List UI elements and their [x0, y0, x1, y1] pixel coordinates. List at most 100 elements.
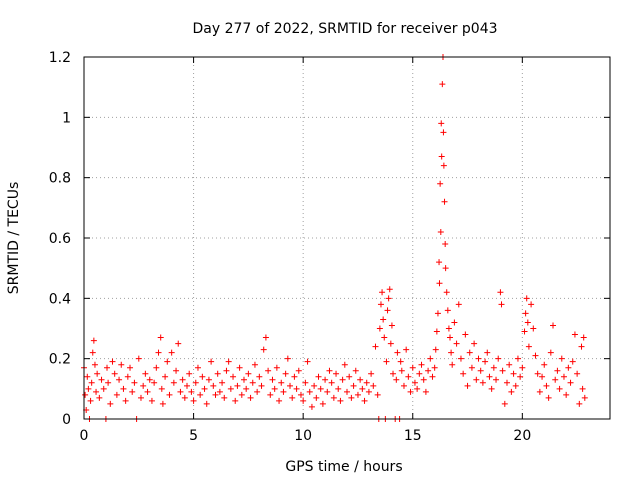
data-point [442, 241, 449, 248]
data-point [558, 355, 565, 362]
data-point [497, 289, 504, 296]
data-point [168, 349, 175, 356]
data-point [262, 334, 269, 341]
data-point [238, 391, 245, 398]
data-point [451, 319, 458, 326]
data-point [240, 376, 247, 383]
data-point [177, 388, 184, 395]
data-point [89, 349, 96, 356]
data-point [400, 382, 407, 389]
y-tick-label: 0.4 [49, 291, 71, 307]
data-point [142, 370, 149, 377]
y-tick-label: 0.8 [49, 171, 71, 187]
data-point [539, 373, 546, 380]
data-point [205, 376, 212, 383]
data-point [302, 379, 309, 386]
data-point [129, 388, 136, 395]
data-point [137, 394, 144, 401]
data-point [155, 349, 162, 356]
data-point [337, 397, 344, 404]
data-point [581, 394, 588, 401]
data-point [409, 364, 416, 371]
data-point [210, 382, 217, 389]
data-point [519, 364, 526, 371]
grid [84, 57, 610, 419]
data-point [256, 373, 263, 380]
data-point [107, 400, 114, 407]
data-point [447, 334, 454, 341]
data-point [249, 379, 256, 386]
data-point [374, 391, 381, 398]
data-point [118, 361, 125, 368]
data-point [405, 373, 412, 380]
data-point [377, 301, 384, 308]
data-point [407, 388, 414, 395]
data-point [162, 373, 169, 380]
data-point [157, 334, 164, 341]
data-point [276, 397, 283, 404]
data-point [111, 370, 118, 377]
data-point [315, 373, 322, 380]
data-point [429, 373, 436, 380]
data-point [122, 397, 129, 404]
data-point [425, 367, 432, 374]
data-point [365, 388, 372, 395]
data-point [140, 382, 147, 389]
data-point [120, 385, 127, 392]
axis-ticks: 0 5 10 15 20 0 0.2 0.4 0.6 0.8 1 1.2 [49, 50, 610, 444]
data-point [442, 265, 449, 272]
data-point [94, 370, 101, 377]
data-point [521, 328, 528, 335]
data-point [357, 376, 364, 383]
data-point [541, 361, 548, 368]
data-point [457, 355, 464, 362]
data-point [247, 394, 254, 401]
data-point [387, 340, 394, 347]
data-point [416, 370, 423, 377]
data-point [440, 162, 447, 169]
data-point [219, 379, 226, 386]
data-point [508, 388, 515, 395]
data-point [563, 391, 570, 398]
y-tick-label: 0 [62, 412, 71, 428]
data-point [127, 364, 134, 371]
data-point [199, 373, 206, 380]
data-point [153, 364, 160, 371]
data-point [98, 376, 105, 383]
data-point [495, 355, 502, 362]
data-point [484, 349, 491, 356]
data-point [438, 153, 445, 160]
data-point [144, 388, 151, 395]
data-point [390, 370, 397, 377]
data-point [300, 397, 307, 404]
data-point [512, 382, 519, 389]
data-point [188, 388, 195, 395]
x-tick-label: 20 [513, 428, 531, 444]
data-point [449, 361, 456, 368]
data-point [503, 379, 510, 386]
data-point [438, 120, 445, 127]
data-point [311, 382, 318, 389]
x-tick-label: 5 [189, 428, 198, 444]
data-point [326, 367, 333, 374]
data-point [100, 385, 107, 392]
data-point [203, 400, 210, 407]
data-point [473, 376, 480, 383]
data-point [524, 319, 531, 326]
data-point [348, 394, 355, 401]
data-point [376, 325, 383, 332]
data-point [227, 385, 234, 392]
data-point [352, 367, 359, 374]
data-point [201, 385, 208, 392]
data-point [471, 340, 478, 347]
data-point [560, 373, 567, 380]
data-point [482, 358, 489, 365]
data-point [422, 388, 429, 395]
data-point [565, 364, 572, 371]
data-point [159, 400, 166, 407]
data-point [230, 373, 237, 380]
data-point [304, 358, 311, 365]
x-tick-label: 10 [294, 428, 312, 444]
data-point [523, 295, 530, 302]
data-point [436, 280, 443, 287]
